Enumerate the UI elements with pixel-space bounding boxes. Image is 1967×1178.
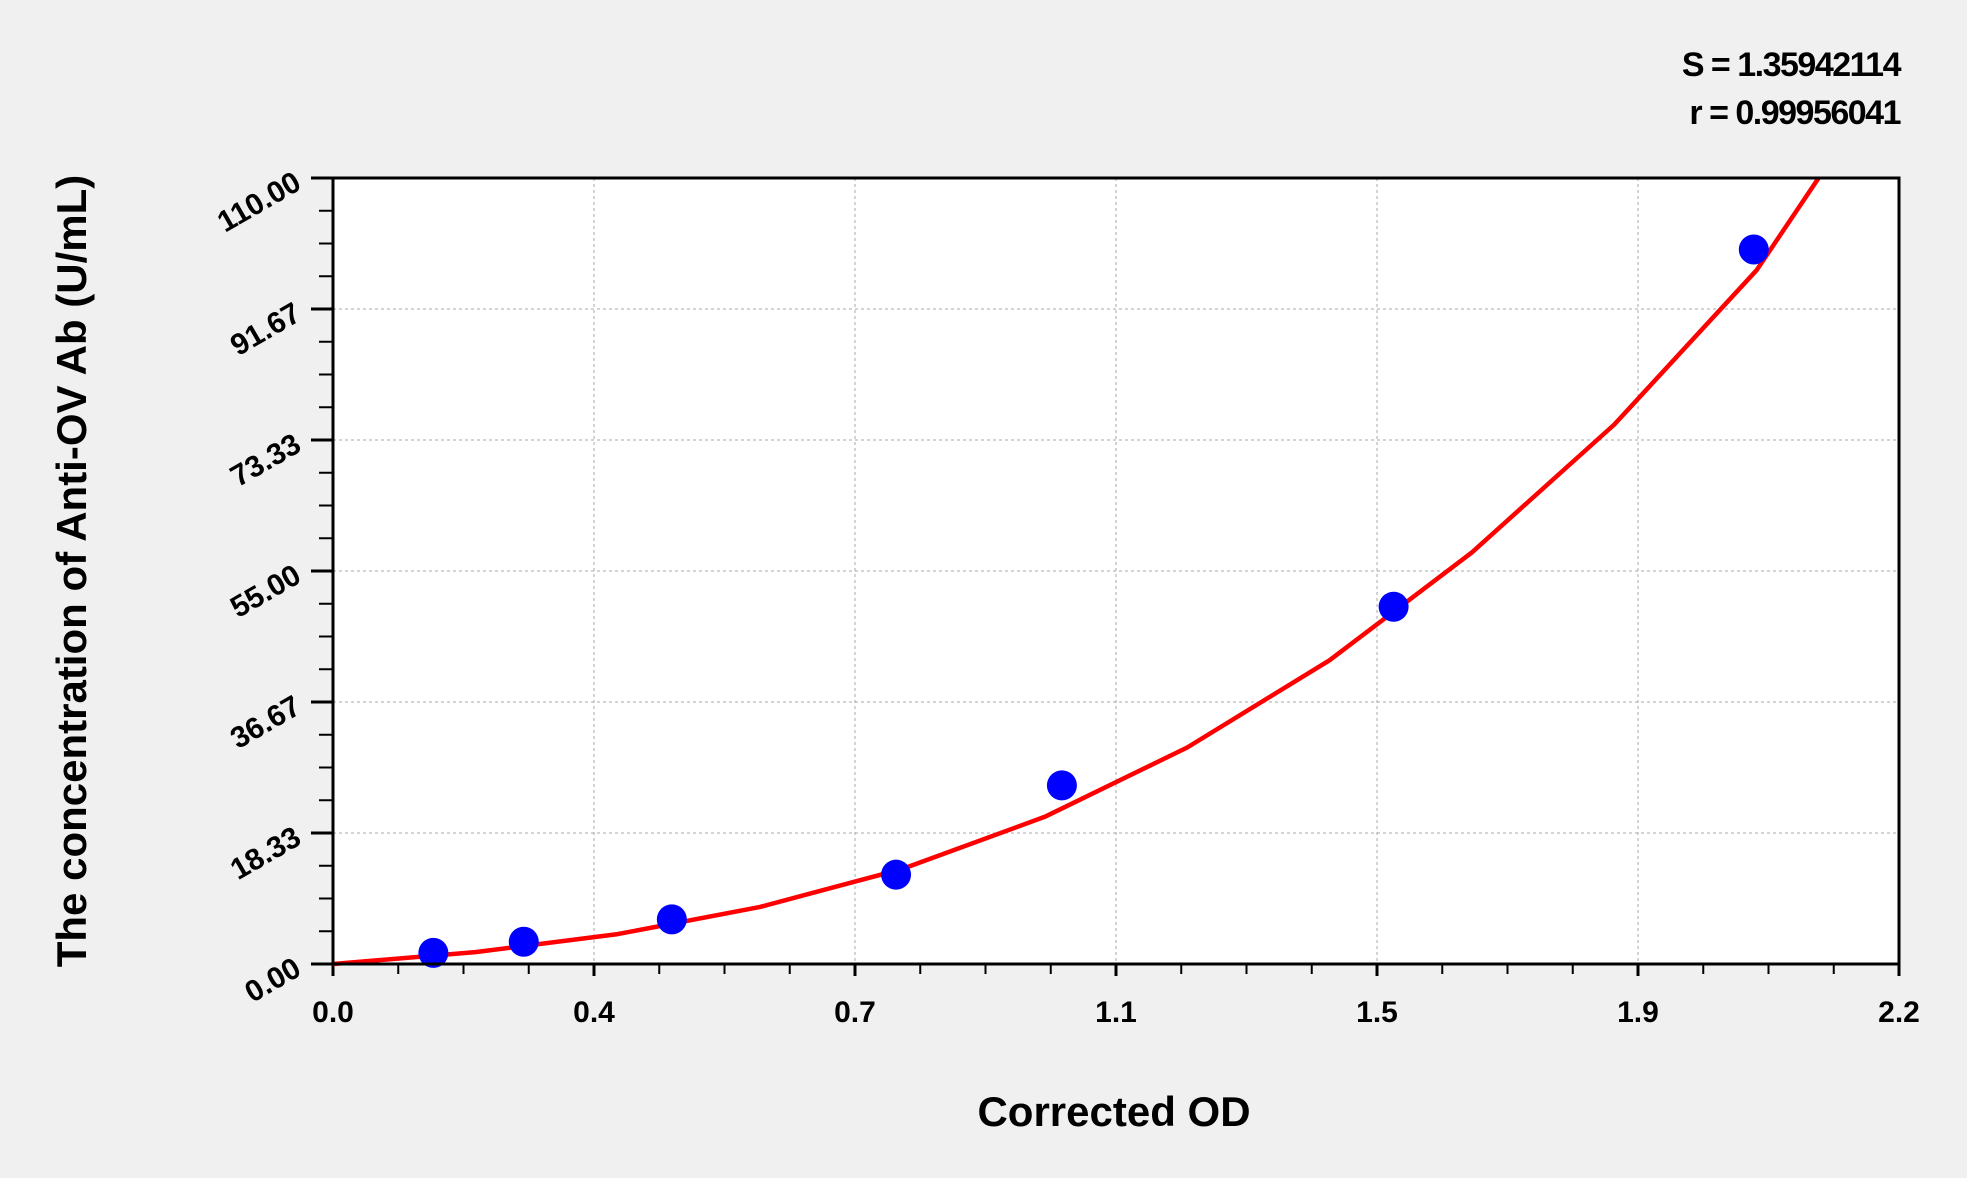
y-tick-label: 55.00 <box>225 558 307 624</box>
data-point <box>1738 234 1769 265</box>
x-tick-label: 1.1 <box>1095 996 1137 1029</box>
data-point <box>1046 770 1077 801</box>
x-tick-label: 0.4 <box>573 996 615 1029</box>
annotation-s: S = 1.35942114 <box>1682 46 1902 84</box>
y-tick-label: 0.00 <box>239 951 306 1009</box>
y-tick-label: 91.67 <box>225 296 307 362</box>
grid-lines <box>333 178 1899 964</box>
x-tick-labels: 0.0 0.4 0.7 1.1 1.5 1.9 2.2 <box>312 996 1920 1029</box>
fit-curve-layer <box>332 176 1821 967</box>
fit-curve <box>332 176 1821 967</box>
y-tick-labels: 0.00 18.33 36.67 55.00 73.33 91.67 110.00 <box>212 165 307 1009</box>
axis-ticks <box>311 176 1901 976</box>
x-tick-label: 2.2 <box>1878 996 1920 1029</box>
y-tick-label: 73.33 <box>225 427 307 493</box>
data-points <box>418 234 1769 968</box>
data-point <box>656 904 687 935</box>
data-point <box>881 859 912 890</box>
x-tick-label: 0.0 <box>312 996 354 1029</box>
data-point <box>1378 591 1409 622</box>
y-axis-label: The concentration of Anti-OV Ab (U/mL) <box>48 175 95 968</box>
y-tick-label: 36.67 <box>225 689 307 755</box>
data-point <box>418 937 449 968</box>
y-tick-label: 110.00 <box>212 165 307 239</box>
plot-frame <box>331 176 1901 966</box>
x-tick-label: 0.7 <box>834 996 876 1029</box>
x-tick-label: 1.9 <box>1617 996 1659 1029</box>
data-point <box>508 926 539 957</box>
x-tick-label: 1.5 <box>1356 996 1398 1029</box>
x-axis-label: Corrected OD <box>977 1088 1250 1135</box>
annotation-r: r = 0.99956041 <box>1689 94 1900 132</box>
y-tick-label: 18.33 <box>225 820 307 886</box>
